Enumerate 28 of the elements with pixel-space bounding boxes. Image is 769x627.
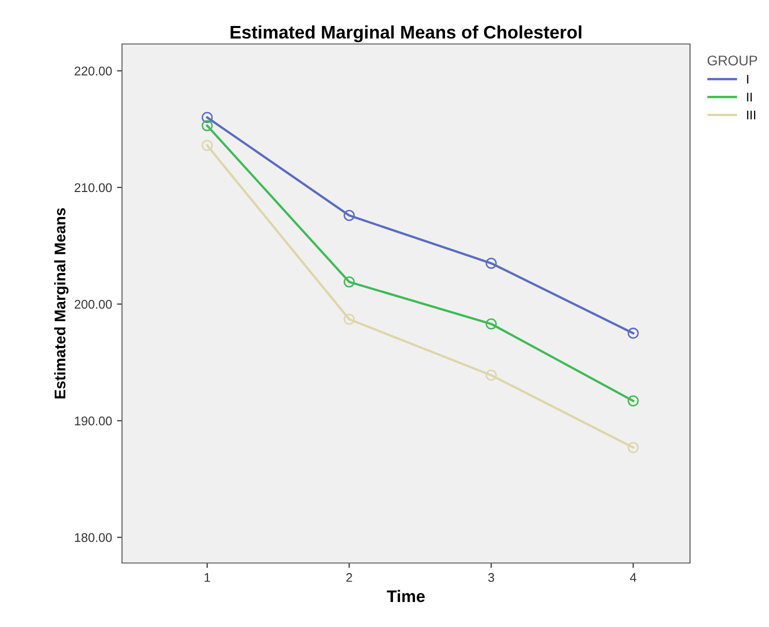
legend-title: GROUP <box>708 56 758 66</box>
legend-label: I <box>747 74 748 84</box>
chart-title: Estimated Marginal Means of Cholesterol <box>230 25 582 42</box>
x-tick-label: 1 <box>204 573 210 582</box>
y-tick-label: 220.00 <box>74 66 112 76</box>
point <box>344 276 355 288</box>
point <box>486 318 497 330</box>
point <box>202 140 213 152</box>
point <box>486 370 497 381</box>
point <box>628 442 639 454</box>
y-axis-title: Estimated Marginal Means <box>54 208 68 398</box>
legend-label: II <box>747 92 752 102</box>
x-tick-label: 2 <box>346 573 352 582</box>
point <box>202 112 213 124</box>
y-tick-label: 190.00 <box>75 416 112 426</box>
y-tick-label: 210.00 <box>74 183 112 192</box>
x-tick-label: 3 <box>488 573 494 582</box>
point <box>344 314 355 325</box>
y-tick-label: 200.00 <box>74 300 112 309</box>
x-axis-title: Time <box>386 590 425 602</box>
x-tick-label: 4 <box>630 573 636 582</box>
legend-label: III <box>747 110 756 120</box>
point <box>628 395 639 406</box>
y-tick-label: 180.00 <box>75 533 112 542</box>
point <box>202 120 213 132</box>
point <box>344 210 355 221</box>
point <box>486 258 497 269</box>
point <box>628 328 639 339</box>
